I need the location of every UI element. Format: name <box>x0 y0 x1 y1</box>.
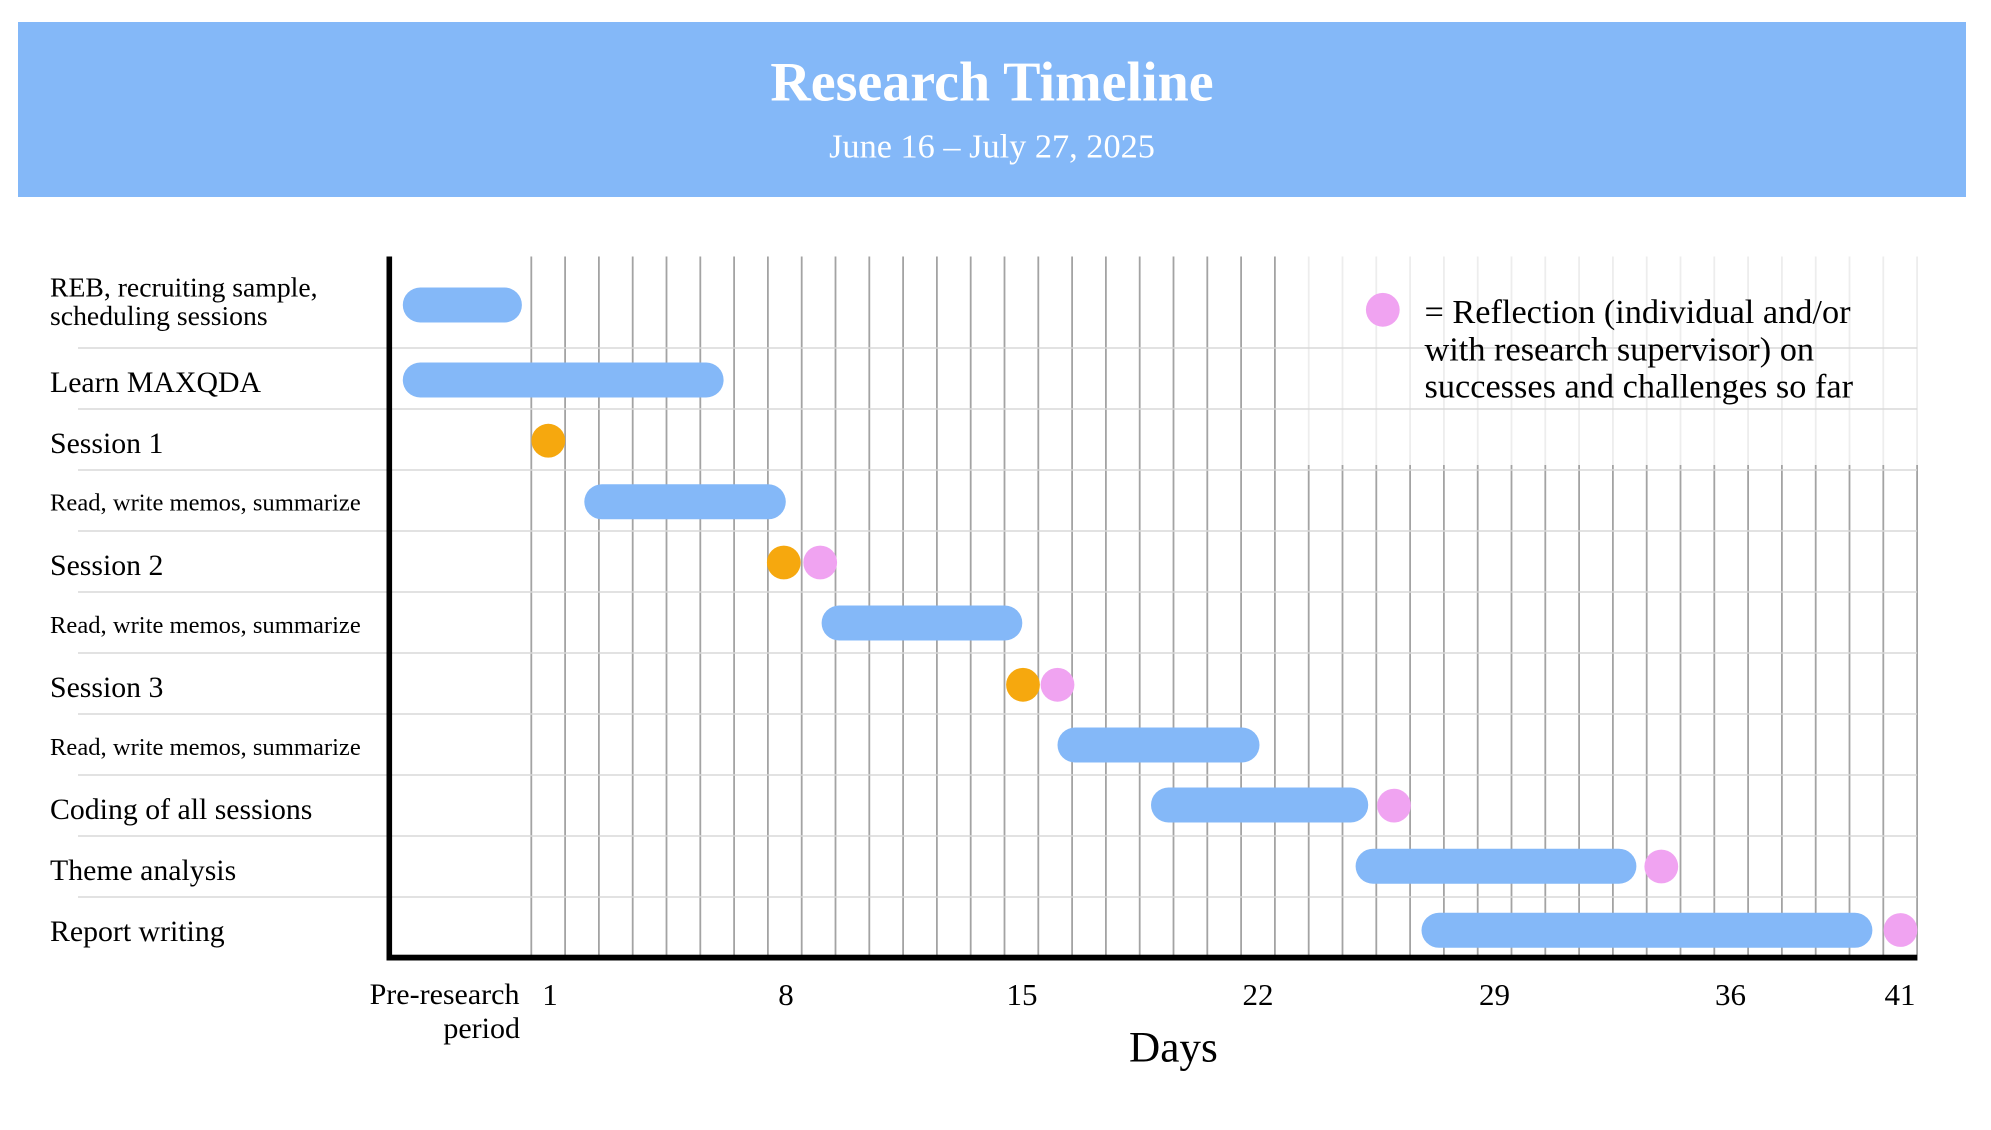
svg-text:Session 1: Session 1 <box>50 427 163 460</box>
svg-text:Read, write memos, summarize: Read, write memos, summarize <box>50 612 361 639</box>
svg-text:1: 1 <box>542 977 558 1012</box>
svg-text:successes and challenges so fa: successes and challenges so far <box>1425 368 1854 406</box>
svg-text:Learn MAXQDA: Learn MAXQDA <box>50 366 261 399</box>
svg-text:22: 22 <box>1243 977 1274 1012</box>
svg-text:Read, write memos, summarize: Read, write memos, summarize <box>50 734 361 761</box>
svg-text:Pre-research: Pre-research <box>370 978 520 1011</box>
svg-text:8: 8 <box>778 977 794 1012</box>
svg-text:Coding of all sessions: Coding of all sessions <box>50 793 312 826</box>
svg-text:Theme analysis: Theme analysis <box>50 854 236 887</box>
svg-text:Research Timeline: Research Timeline <box>770 51 1213 113</box>
svg-text:Session 2: Session 2 <box>50 549 163 582</box>
svg-text:41: 41 <box>1885 977 1916 1012</box>
svg-text:Report writing: Report writing <box>50 915 225 948</box>
svg-text:Session 3: Session 3 <box>50 671 163 704</box>
svg-text:REB, recruiting sample,: REB, recruiting sample, <box>50 272 318 303</box>
svg-text:15: 15 <box>1007 977 1038 1012</box>
svg-text:scheduling sessions: scheduling sessions <box>50 300 268 331</box>
svg-text:Read, write memos, summarize: Read, write memos, summarize <box>50 490 361 517</box>
svg-text:36: 36 <box>1715 977 1746 1012</box>
svg-text:= Reflection (individual and/o: = Reflection (individual and/or <box>1425 293 1852 331</box>
svg-text:with research supervisor) on: with research supervisor) on <box>1425 330 1815 368</box>
svg-text:period: period <box>443 1012 520 1045</box>
svg-text:June 16 – July 27, 2025: June 16 – July 27, 2025 <box>829 128 1155 166</box>
svg-text:Days: Days <box>1129 1024 1218 1071</box>
svg-text:29: 29 <box>1479 977 1510 1012</box>
